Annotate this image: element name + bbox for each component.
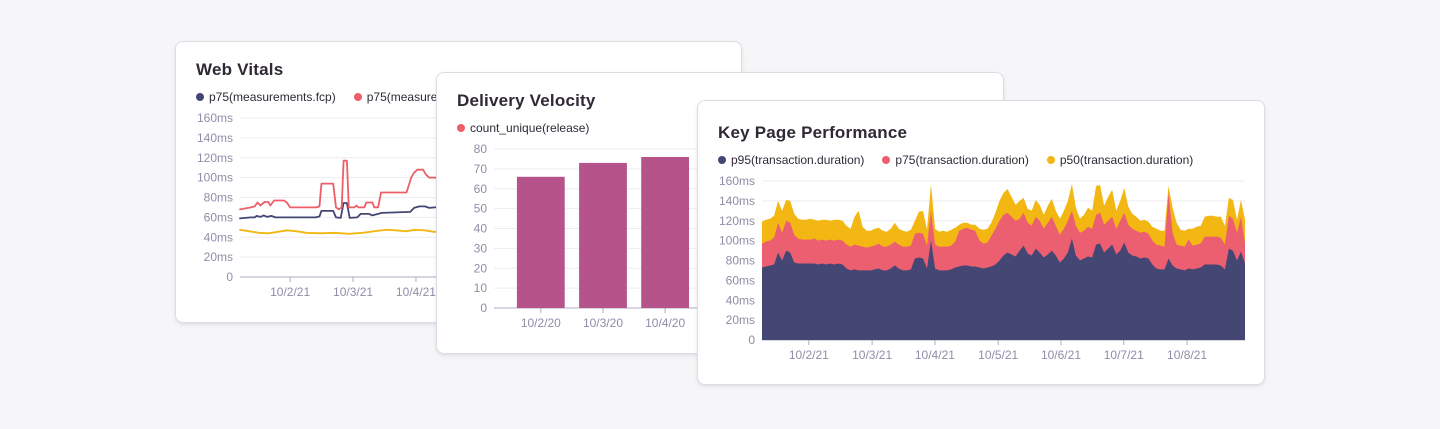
svg-text:10/4/20: 10/4/20: [645, 316, 685, 330]
legend-label: p75(transaction.duration): [895, 153, 1029, 167]
svg-text:140ms: 140ms: [197, 131, 233, 145]
svg-text:20: 20: [474, 261, 488, 275]
legend-dot-icon: [457, 124, 465, 132]
widget-key-page-performance[interactable]: Key Page Performance p95(transaction.dur…: [697, 100, 1265, 385]
svg-text:10/2/20: 10/2/20: [521, 316, 561, 330]
svg-text:120ms: 120ms: [719, 214, 755, 228]
legend-label: p50(transaction.duration): [1059, 153, 1194, 167]
legend-dot-icon: [353, 93, 362, 101]
svg-text:160ms: 160ms: [197, 112, 233, 125]
svg-text:60: 60: [474, 182, 488, 196]
delivery-velocity-bar-chart[interactable]: 0 10 20 30 40 50 60 70 80 10/2/20 10/3/20 10/4/20: [457, 143, 985, 338]
widget-title: Delivery Velocity: [457, 91, 596, 110]
svg-text:10/8/21: 10/8/21: [1167, 348, 1207, 362]
svg-text:20ms: 20ms: [726, 313, 755, 327]
svg-text:10: 10: [474, 281, 488, 295]
key-page-performance-area-chart[interactable]: 0 20ms 40ms 60ms 80ms 100ms 120ms 140ms 160ms 10/…: [718, 175, 1246, 370]
svg-text:10/6/21: 10/6/21: [1041, 348, 1081, 362]
widget-title: Web Vitals: [196, 60, 284, 79]
svg-text:10/4/21: 10/4/21: [915, 348, 955, 362]
svg-text:80ms: 80ms: [726, 254, 755, 268]
svg-text:10/2/21: 10/2/21: [789, 348, 829, 362]
svg-text:100ms: 100ms: [197, 171, 233, 185]
svg-text:10/3/21: 10/3/21: [852, 348, 892, 362]
svg-text:70: 70: [474, 162, 488, 176]
svg-text:40: 40: [474, 222, 488, 236]
svg-text:0: 0: [226, 270, 233, 284]
svg-text:40ms: 40ms: [204, 230, 233, 244]
svg-text:60ms: 60ms: [726, 273, 755, 287]
legend-dot-icon: [882, 156, 891, 164]
widget-title: Key Page Performance: [718, 123, 908, 142]
svg-text:10/7/21: 10/7/21: [1104, 348, 1144, 362]
legend-item[interactable]: p95(transaction.duration): [718, 153, 864, 167]
legend-item[interactable]: p50(transaction.duration): [1046, 153, 1194, 167]
svg-text:10/5/21: 10/5/21: [978, 348, 1018, 362]
legend-label: count_unique(release): [470, 121, 590, 135]
svg-text:20ms: 20ms: [204, 250, 233, 264]
svg-text:0: 0: [748, 333, 755, 347]
legend-label: p95(transaction.duration): [731, 153, 865, 167]
svg-text:10/3/21: 10/3/21: [333, 285, 373, 299]
svg-text:10/4/21: 10/4/21: [396, 285, 436, 299]
legend-item[interactable]: p75(transaction.duration): [882, 153, 1029, 167]
legend: p95(transaction.duration) p75(transaction…: [718, 153, 1244, 167]
legend-label: p75(measurements.fcp): [209, 90, 336, 104]
svg-text:140ms: 140ms: [719, 194, 755, 208]
legend-dot-icon: [718, 156, 726, 164]
svg-text:80ms: 80ms: [204, 191, 233, 205]
svg-text:10/2/21: 10/2/21: [270, 285, 310, 299]
legend: count_unique(release): [457, 121, 983, 135]
svg-text:40ms: 40ms: [726, 293, 755, 307]
svg-text:30: 30: [474, 241, 488, 255]
svg-text:50: 50: [474, 202, 488, 216]
svg-text:100ms: 100ms: [719, 234, 755, 248]
svg-text:120ms: 120ms: [197, 151, 233, 165]
legend-item[interactable]: p75(measurements.fcp): [196, 90, 336, 104]
svg-text:60ms: 60ms: [204, 210, 233, 224]
legend-item[interactable]: count_unique(release): [457, 121, 589, 135]
svg-text:0: 0: [480, 301, 487, 315]
svg-text:160ms: 160ms: [719, 175, 755, 188]
svg-text:10/3/20: 10/3/20: [583, 316, 623, 330]
legend-dot-icon: [196, 93, 204, 101]
legend-dot-icon: [1046, 156, 1055, 164]
svg-text:80: 80: [474, 143, 488, 156]
